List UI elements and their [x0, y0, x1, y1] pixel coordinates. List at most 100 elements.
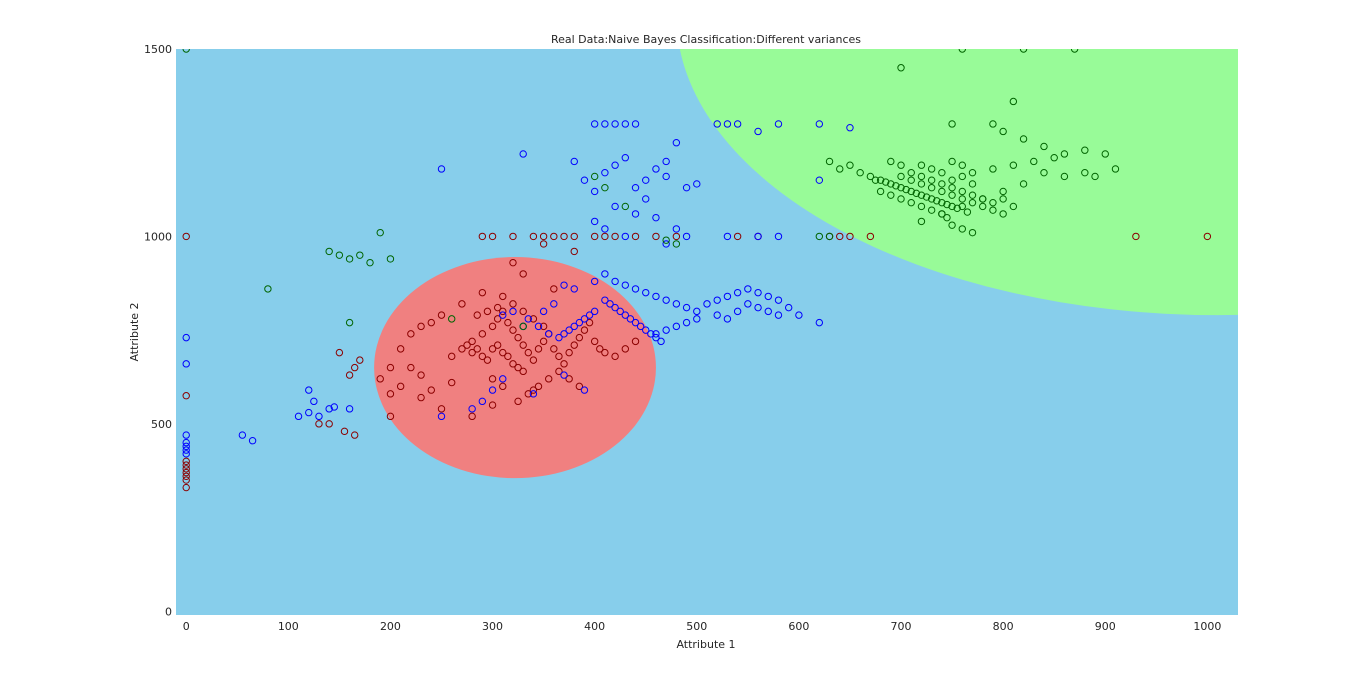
data-point	[427, 386, 435, 394]
data-point	[529, 356, 538, 364]
x-axis-ticks: 0 100 200 300 400 500 600 700 800 900 1000	[183, 620, 1222, 633]
data-point	[897, 64, 905, 72]
data-point	[938, 210, 946, 218]
data-point	[555, 333, 563, 342]
data-point	[519, 150, 527, 158]
data-point	[550, 345, 558, 353]
data-point	[672, 240, 681, 248]
data-point	[529, 390, 538, 398]
data-point	[545, 330, 553, 338]
data-point	[448, 378, 456, 387]
data-point	[876, 187, 885, 196]
data-point	[585, 318, 594, 327]
data-point	[621, 154, 630, 162]
data-point	[182, 360, 190, 368]
data-point	[611, 120, 619, 128]
data-point	[376, 228, 384, 237]
data-point	[968, 191, 977, 199]
data-point	[682, 183, 691, 192]
data-point	[611, 202, 619, 211]
data-point	[682, 232, 691, 241]
data-point	[631, 210, 640, 218]
data-point	[917, 172, 926, 181]
x-tick-label: 800	[993, 620, 1014, 633]
data-point	[182, 468, 190, 477]
data-point	[682, 303, 691, 312]
data-point	[182, 476, 190, 484]
data-point	[968, 198, 977, 207]
data-point	[897, 195, 905, 203]
data-point	[887, 191, 895, 199]
data-point	[662, 326, 670, 334]
data-point	[499, 307, 507, 316]
data-point	[488, 322, 497, 331]
data-point	[437, 405, 446, 413]
x-tick-label: 100	[278, 620, 299, 633]
data-point	[524, 348, 532, 357]
data-point	[897, 161, 905, 169]
data-point	[417, 371, 425, 379]
data-point	[315, 420, 323, 428]
data-point	[493, 315, 502, 323]
data-point	[182, 442, 190, 451]
data-point	[948, 157, 956, 166]
data-point	[499, 311, 507, 319]
data-point	[550, 285, 558, 293]
data-point	[815, 120, 824, 128]
data-point	[621, 120, 630, 128]
data-point	[468, 348, 476, 357]
data-point	[999, 210, 1007, 218]
data-point	[575, 382, 584, 391]
data-point	[356, 251, 364, 259]
data-point	[927, 183, 936, 192]
data-point	[478, 352, 487, 361]
data-point	[927, 176, 936, 184]
data-point	[590, 217, 599, 226]
data-point	[902, 185, 910, 194]
data-point	[356, 356, 364, 364]
data-point	[570, 232, 578, 241]
data-point	[733, 307, 742, 316]
x-tick-label: 700	[891, 620, 912, 633]
data-point	[958, 202, 966, 211]
x-tick-label: 900	[1095, 620, 1116, 633]
data-point	[917, 217, 926, 226]
data-point	[652, 330, 660, 338]
data-point	[182, 431, 190, 439]
data-point	[657, 337, 665, 346]
data-point	[611, 161, 619, 169]
data-point	[713, 120, 721, 128]
data-point	[519, 270, 527, 278]
data-point	[488, 345, 497, 353]
data-point	[764, 307, 772, 316]
data-point	[948, 176, 956, 184]
data-point	[437, 412, 446, 421]
data-point	[483, 356, 492, 364]
data-point	[774, 232, 783, 241]
data-point	[922, 193, 931, 201]
data-point	[958, 195, 966, 203]
data-point	[325, 247, 333, 256]
data-point	[621, 202, 630, 211]
data-point	[662, 296, 670, 304]
data-point	[795, 311, 803, 319]
data-point	[1203, 232, 1212, 241]
data-point	[478, 330, 487, 338]
data-point	[1132, 232, 1140, 241]
data-point	[963, 208, 972, 216]
data-point	[601, 270, 609, 278]
data-point	[519, 307, 527, 316]
data-point	[927, 165, 936, 173]
data-point	[636, 322, 645, 331]
data-point	[539, 322, 548, 331]
data-point	[539, 307, 548, 316]
data-point	[468, 405, 476, 413]
data-point	[672, 139, 681, 147]
data-point	[754, 303, 762, 312]
data-point	[907, 176, 915, 184]
data-point	[570, 247, 578, 256]
data-point	[396, 345, 405, 353]
data-point	[182, 450, 190, 458]
data-point	[545, 375, 553, 383]
